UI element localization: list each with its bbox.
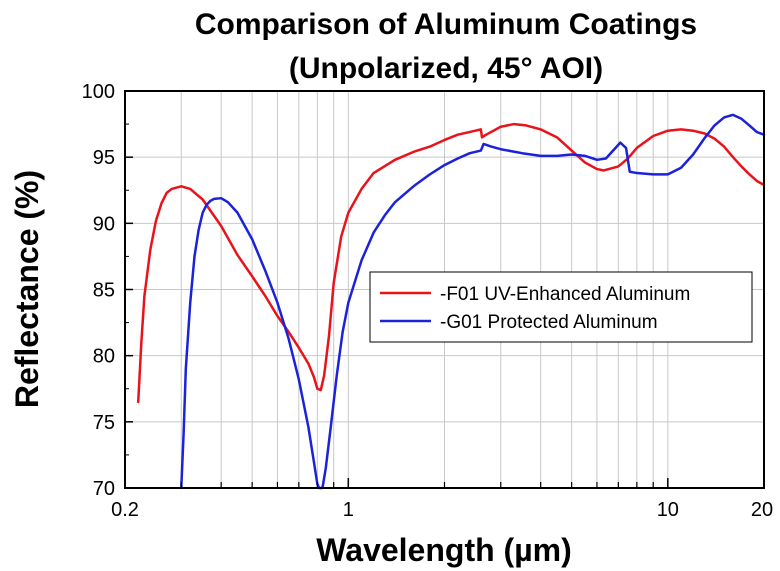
- y-tick-label: 80: [93, 346, 115, 368]
- legend-label-g01: -G01 Protected Aluminum: [440, 312, 658, 333]
- legend-box: [369, 271, 753, 343]
- series-line-f01: [136, 122, 766, 404]
- y-tick-label: 90: [93, 213, 115, 235]
- y-tick-label: 95: [93, 147, 115, 169]
- y-tick-label: 75: [93, 412, 115, 434]
- x-axis-title: Wavelength (µm): [316, 532, 571, 568]
- x-tick-label: 20: [751, 499, 773, 521]
- x-tick-label: 0.2: [111, 499, 139, 521]
- y-tick-label: 85: [93, 280, 115, 302]
- y-axis-title: Reflectance (%): [9, 170, 45, 408]
- y-tick-label: 100: [82, 81, 115, 103]
- legend-label-f01: -F01 UV-Enhanced Aluminum: [440, 284, 690, 305]
- x-tick-label: 1: [343, 499, 354, 521]
- legend: -F01 UV-Enhanced Aluminum -G01 Protected…: [369, 271, 753, 343]
- axis-ticks: 70 75 80 85 90 95 100 0.2 1 10 20: [82, 81, 774, 521]
- chart-title: Comparison of Aluminum Coatings: [195, 8, 697, 41]
- y-tick-label: 70: [93, 478, 115, 500]
- plot-series: [136, 113, 766, 490]
- x-tick-label: 10: [657, 499, 679, 521]
- chart-subtitle: (Unpolarized, 45° AOI): [289, 52, 603, 85]
- series-line-g01: [180, 113, 766, 490]
